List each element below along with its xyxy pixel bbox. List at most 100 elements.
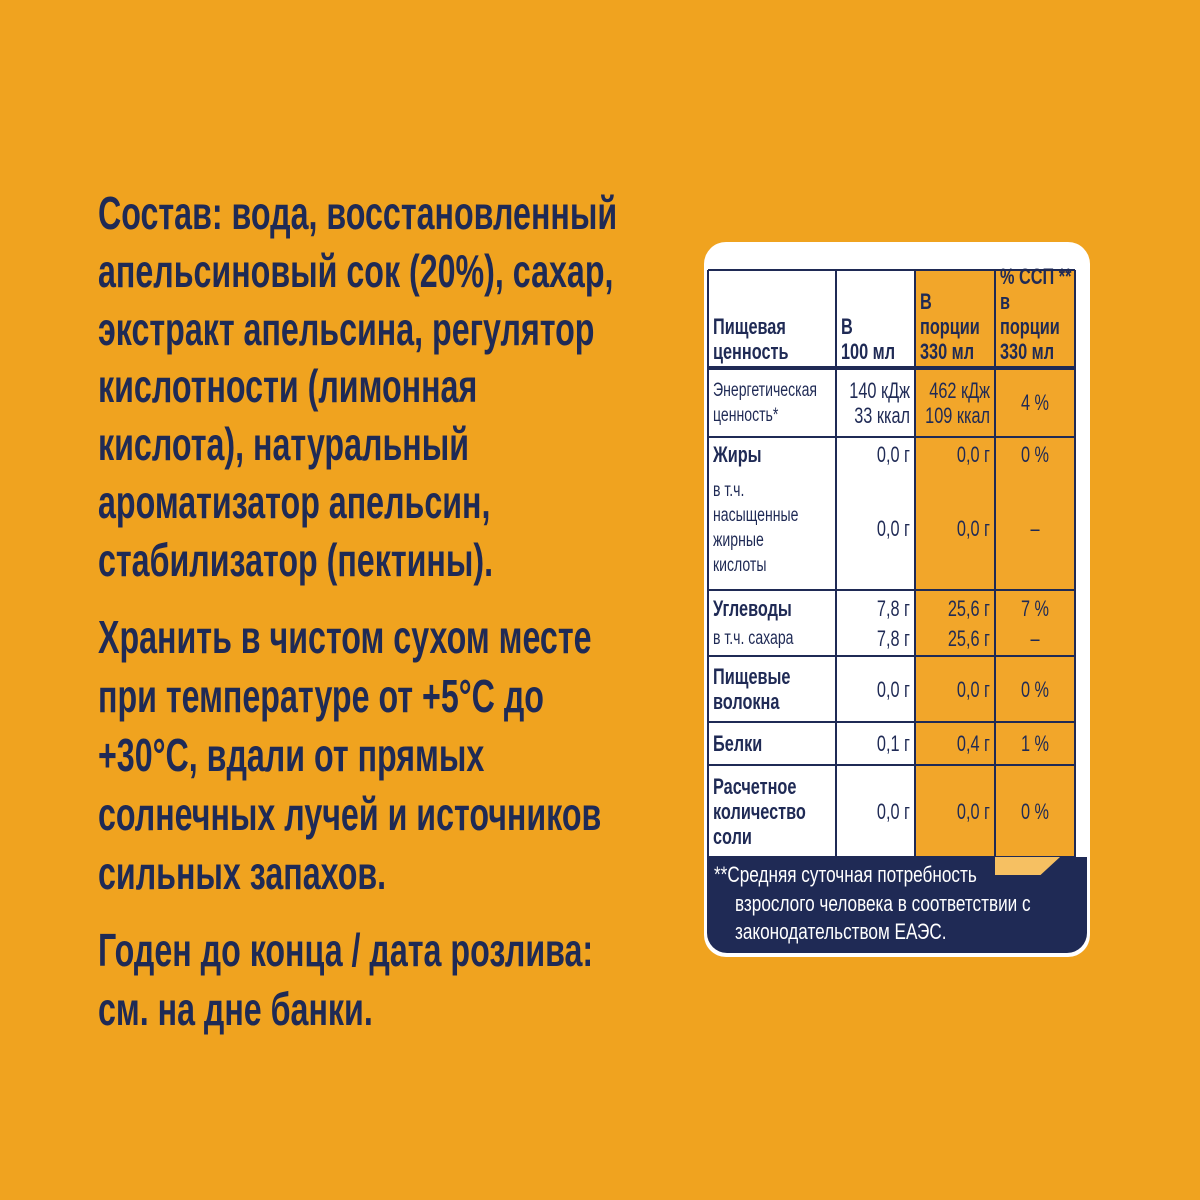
header-cell: В 100 мл <box>841 272 912 364</box>
cell-line: 462 кДж <box>929 377 990 403</box>
table-cell: 0,0 г <box>841 440 910 469</box>
table-rule <box>708 764 1075 766</box>
table-cell: Углеводы <box>713 593 831 623</box>
table-cell: 0,0 г <box>841 768 910 854</box>
table-rule <box>708 436 1075 438</box>
cell-line: насыщенные <box>713 505 799 527</box>
footnote-line: взрослого человека в соответствии с <box>735 890 1031 916</box>
cell-line: Белки <box>713 731 763 756</box>
table-cell: 7,8 г <box>841 623 910 653</box>
table-cell: 1 % <box>1000 725 1070 762</box>
table-cell: 0,0 г <box>841 469 910 587</box>
cell-line: 0,0 г <box>876 798 910 824</box>
cell-line: 7 % <box>1020 595 1050 621</box>
table-cell: в т.ч. сахара <box>713 623 831 653</box>
table-cell: 7,8 г <box>841 593 910 623</box>
cell-line: 0,0 г <box>956 515 990 541</box>
cell-line: 0 % <box>1020 676 1050 702</box>
table-cell: 0,1 г <box>841 725 910 762</box>
table-cell: 0,0 г <box>841 659 910 719</box>
cell-line: количество <box>713 798 806 824</box>
table-cell: 0 % <box>1000 659 1070 719</box>
cell-line: 0,0 г <box>876 515 910 541</box>
storage-line: при температуре от +5°С до <box>98 670 544 722</box>
cell-line: 0,0 г <box>876 676 910 702</box>
cell-line: в т.ч. сахара <box>713 627 794 649</box>
header-cell: Пищевая ценность <box>713 272 833 364</box>
cell-line: ценность <box>713 339 789 364</box>
table-cell: Энергетическая ценность* <box>713 371 831 434</box>
table-cell: Белки <box>713 725 831 762</box>
table-cell: 0,0 г <box>920 659 990 719</box>
cell-line: 330 мл <box>1000 339 1055 364</box>
cell-line: в порции <box>1000 289 1060 339</box>
table-cell: 0 % <box>1000 440 1070 469</box>
table-rule <box>708 366 1075 370</box>
composition-line: апельсиновый сок (20%), сахар, <box>98 244 614 297</box>
cell-line: Энергетическая <box>713 379 818 401</box>
storage-line: солнечных лучей и источников <box>98 788 602 840</box>
table-cell: 4 % <box>1000 371 1070 434</box>
cell-line: Пищевые <box>713 664 791 689</box>
cell-line: 1 % <box>1020 731 1050 756</box>
table-cell: 0,0 г <box>920 440 990 469</box>
cell-line: 25,6 г <box>947 595 990 621</box>
table-cell: 462 кДж 109 ккал <box>920 371 990 434</box>
table-rule <box>708 721 1075 723</box>
table-rule <box>914 270 916 857</box>
expiry-line: Годен до конца / дата розлива: <box>98 924 594 976</box>
table-cell: Расчетное количество соли <box>713 768 831 854</box>
table-cell: 25,6 г <box>920 593 990 623</box>
cell-line: 0,0 г <box>956 676 990 702</box>
cell-line: Углеводы <box>713 595 792 621</box>
cell-line: % ССП ** <box>1000 264 1072 289</box>
composition-line: кислотности (лимонная <box>98 360 478 413</box>
table-rule <box>708 589 1075 591</box>
cell-line: волокна <box>713 689 780 714</box>
cell-line: Расчетное <box>713 773 797 799</box>
cell-line: кислоты <box>713 555 767 577</box>
cell-line: 0,0 г <box>956 442 990 468</box>
cell-line: 4 % <box>1020 390 1050 415</box>
table-rule <box>1074 270 1076 857</box>
cell-line: 0,0 г <box>956 798 990 824</box>
table-rule <box>708 655 1075 657</box>
table-cell: 140 кДж 33 ккал <box>841 371 910 434</box>
cell-line: жирные <box>713 530 764 552</box>
cell-line: Жиры <box>713 442 762 468</box>
table-rule <box>994 270 996 857</box>
cell-line: – <box>1030 515 1040 541</box>
cell-line: 33 ккал <box>854 402 910 428</box>
storage-line: сильных запахов. <box>98 847 387 899</box>
cell-line: 0,4 г <box>956 731 990 756</box>
cell-line: 100 мл <box>841 339 896 364</box>
composition-line: ароматизатор апельсин, <box>98 476 491 528</box>
expiry-line: см. на дне банки. <box>98 983 373 1035</box>
composition-line: Состав: вода, восстановленный <box>98 187 618 239</box>
table-rule <box>708 269 1075 271</box>
table-cell: 25,6 г <box>920 623 990 653</box>
cell-line: В <box>841 314 853 339</box>
table-cell: 7 % <box>1000 593 1070 623</box>
tab <box>995 857 1060 875</box>
cell-line: 0 % <box>1020 442 1050 468</box>
cell-line: соли <box>713 823 752 849</box>
footnote-line: **Средняя суточная потребность <box>714 862 977 887</box>
cell-line: ценность* <box>713 404 779 426</box>
cell-line: 7,8 г <box>876 595 910 621</box>
table-cell: 0 % <box>1000 768 1070 854</box>
cell-line: 140 кДж <box>849 377 910 403</box>
cell-line: в т.ч. <box>713 480 745 502</box>
cell-line: 25,6 г <box>947 625 990 651</box>
cell-line: 0,1 г <box>876 731 910 756</box>
composition-line: экстракт апельсина, регулятор <box>98 302 595 355</box>
table-cell: 0,0 г <box>920 469 990 587</box>
table-cell: – <box>1000 623 1070 653</box>
table-cell: – <box>1000 469 1070 587</box>
cell-line: 0,0 г <box>876 442 910 468</box>
table-cell: 0,0 г <box>920 768 990 854</box>
table-rule <box>707 270 709 857</box>
cell-line: 7,8 г <box>876 625 910 651</box>
